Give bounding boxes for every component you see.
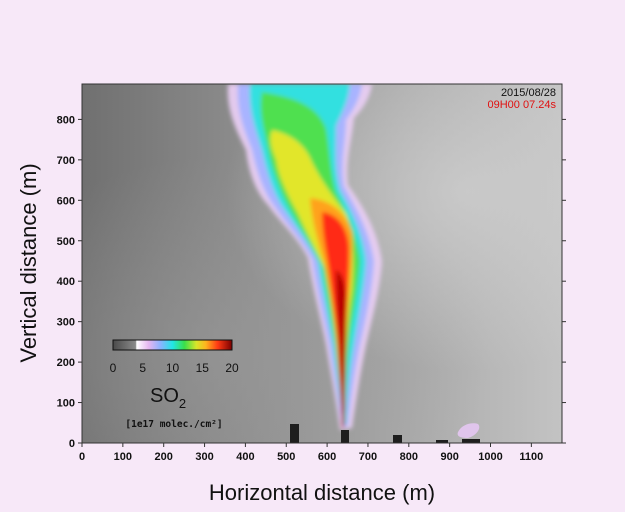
stray-cloud — [457, 423, 480, 438]
x-tick-label: 500 — [277, 451, 295, 463]
so2-species: SO — [150, 385, 179, 407]
colorbar: 0 5 10 15 20 SO2 [1e17 molec./cm²] — [110, 339, 239, 430]
colorbar-gradient — [112, 339, 233, 351]
so2-plume — [227, 84, 382, 430]
x-tick-label: 300 — [195, 451, 213, 463]
x-tick-label: 600 — [318, 451, 336, 463]
y-tick-label: 300 — [57, 317, 75, 329]
plot-area — [82, 84, 562, 443]
x-tick-label: 400 — [236, 451, 254, 463]
x-tick-label: 200 — [155, 451, 173, 463]
x-tick-label: 700 — [359, 451, 377, 463]
y-tick-label: 400 — [57, 276, 75, 288]
plot-frame — [81, 83, 563, 444]
y-tick-label: 800 — [57, 114, 75, 126]
so2-subscript: 2 — [179, 396, 186, 411]
colorbar-tick-label: 20 — [225, 361, 239, 375]
y-tick-label: 200 — [57, 357, 75, 369]
colorbar-tick-label: 10 — [166, 361, 180, 375]
colorbar-tick-label: 15 — [196, 361, 210, 375]
x-tick-label: 100 — [114, 451, 132, 463]
x-axis: 0 100 200 300 400 500 600 700 800 900 1000 1100 — [79, 443, 543, 463]
colorbar-units: [1e17 molec./cm²] — [125, 419, 222, 430]
date-stamp: 2015/08/28 — [501, 87, 556, 99]
colorbar-ticks: 0 5 10 15 20 — [110, 361, 239, 375]
x-axis-title: Horizontal distance (m) — [209, 480, 435, 505]
x-tick-label: 1000 — [478, 451, 502, 463]
ground-structures — [290, 424, 480, 443]
y-tick-label: 100 — [57, 398, 75, 410]
time-stamp: 09H00 07.24s — [488, 99, 557, 111]
y-axis-title: Vertical distance (m) — [16, 163, 41, 362]
y-tick-label: 0 — [69, 438, 75, 450]
x-tick-label: 1100 — [519, 451, 543, 463]
colorbar-tick-label: 0 — [110, 361, 117, 375]
y-tick-label: 700 — [57, 155, 75, 167]
y-tick-label: 500 — [57, 236, 75, 248]
x-tick-label: 800 — [400, 451, 418, 463]
x-tick-label: 900 — [440, 451, 458, 463]
so2-label: SO2 — [150, 385, 186, 411]
y-tick-label: 600 — [57, 195, 75, 207]
x-tick-label: 0 — [79, 451, 85, 463]
colorbar-tick-label: 5 — [139, 361, 146, 375]
